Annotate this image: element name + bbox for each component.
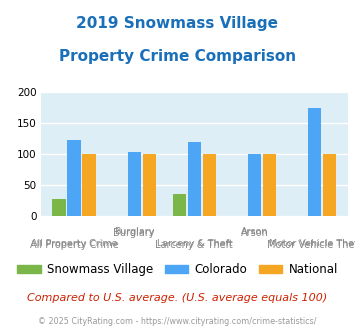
Text: Burglary: Burglary bbox=[114, 227, 154, 236]
Bar bbox=[127, 152, 141, 216]
Bar bbox=[248, 154, 261, 216]
Text: © 2025 CityRating.com - https://www.cityrating.com/crime-statistics/: © 2025 CityRating.com - https://www.city… bbox=[38, 317, 317, 326]
Bar bbox=[67, 140, 81, 216]
Bar bbox=[188, 142, 201, 216]
Text: Property Crime Comparison: Property Crime Comparison bbox=[59, 49, 296, 64]
Text: Larceny & Theft: Larceny & Theft bbox=[157, 239, 232, 248]
Bar bbox=[82, 154, 95, 216]
Bar bbox=[143, 154, 156, 216]
Text: All Property Crime: All Property Crime bbox=[31, 239, 117, 248]
Text: 2019 Snowmass Village: 2019 Snowmass Village bbox=[76, 16, 279, 31]
Text: Compared to U.S. average. (U.S. average equals 100): Compared to U.S. average. (U.S. average … bbox=[27, 293, 328, 303]
Text: Arson: Arson bbox=[241, 228, 268, 238]
Bar bbox=[52, 199, 66, 216]
Text: Arson: Arson bbox=[241, 227, 268, 236]
Bar bbox=[323, 154, 337, 216]
Legend: Snowmass Village, Colorado, National: Snowmass Village, Colorado, National bbox=[17, 263, 338, 276]
Text: All Property Crime: All Property Crime bbox=[29, 240, 118, 250]
Bar bbox=[308, 108, 321, 216]
Text: Motor Vehicle Theft: Motor Vehicle Theft bbox=[267, 240, 355, 250]
Text: Motor Vehicle Theft: Motor Vehicle Theft bbox=[269, 239, 355, 248]
Text: Burglary: Burglary bbox=[113, 228, 155, 238]
Bar bbox=[173, 194, 186, 216]
Bar bbox=[263, 154, 276, 216]
Bar bbox=[203, 154, 216, 216]
Text: Larceny & Theft: Larceny & Theft bbox=[155, 240, 233, 250]
